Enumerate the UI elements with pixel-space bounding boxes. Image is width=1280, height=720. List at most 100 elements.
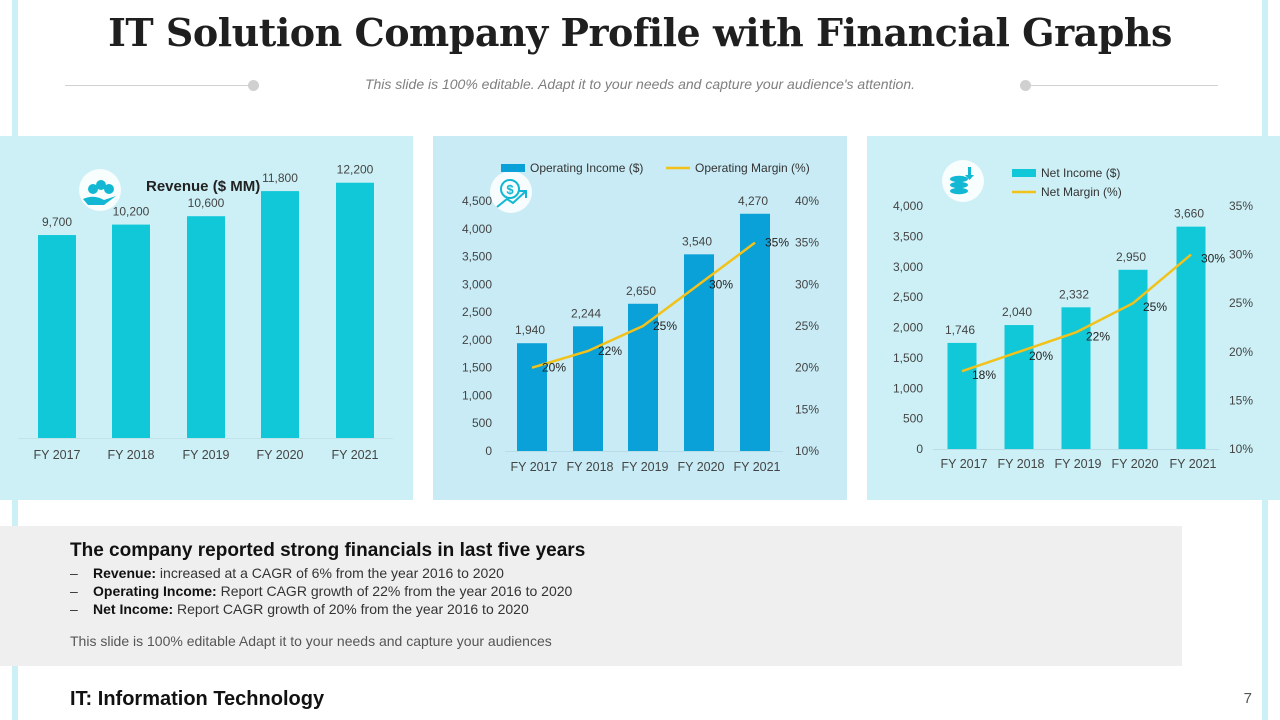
bullet-label: Revenue: xyxy=(93,565,157,581)
bullet-dash: – xyxy=(70,583,78,599)
legend-bar-swatch xyxy=(1012,169,1036,177)
line-value-label: 30% xyxy=(1201,252,1225,266)
y-tick-label: 2,000 xyxy=(893,321,923,335)
right-divider-dot xyxy=(1020,80,1031,91)
arrow-head-icon xyxy=(965,175,974,180)
bar-value-label: 3,660 xyxy=(1174,207,1204,221)
legend-bar-label: Net Income ($) xyxy=(1041,166,1120,180)
down-arrow-icon xyxy=(968,167,971,176)
x-tick-label: FY 2021 xyxy=(331,448,378,462)
bar-value-label: 2,244 xyxy=(571,306,601,320)
x-tick-label: FY 2020 xyxy=(677,460,724,474)
page-title: IT Solution Company Profile with Financi… xyxy=(108,10,1172,55)
legend-line-label: Net Margin (%) xyxy=(1041,185,1122,199)
x-tick-label: FY 2018 xyxy=(997,457,1044,471)
revenue-chart-panel: Revenue ($ MM) 9,700 FY 2017 10,200 FY 2018 1… xyxy=(0,136,413,500)
bar-value-label: 1,746 xyxy=(945,323,975,337)
bar-value-label: 2,040 xyxy=(1002,305,1032,319)
x-tick-label: FY 2020 xyxy=(1111,457,1158,471)
x-tick-label: FY 2017 xyxy=(33,448,80,462)
y2-tick-label: 15% xyxy=(1229,393,1253,407)
income-bar xyxy=(1061,307,1091,449)
bullet-dash: – xyxy=(70,601,78,617)
y-tick-label: 500 xyxy=(903,412,923,426)
dollar-sign-icon: $ xyxy=(506,182,514,197)
bar-value-label: 2,950 xyxy=(1116,250,1146,264)
y-tick-label: 2,500 xyxy=(462,305,492,319)
bar-value-label: 12,200 xyxy=(337,163,374,177)
bar-value-label: 1,940 xyxy=(515,323,545,337)
summary-heading: The company reported strong financials i… xyxy=(70,540,586,561)
income-bar xyxy=(947,342,977,449)
operating-income-chart: $ Operating Income ($) Operating Margin (%… xyxy=(462,161,819,474)
hand-icon xyxy=(83,196,116,205)
dollar-growth-icon xyxy=(500,179,520,199)
y2-tick-label: 25% xyxy=(795,319,819,333)
y-tick-label: 0 xyxy=(916,442,923,456)
x-tick-label: FY 2017 xyxy=(510,460,557,474)
margin-line xyxy=(961,253,1192,373)
y-tick-label: 3,500 xyxy=(462,250,492,264)
coin-icon xyxy=(950,181,968,189)
line-value-label: 22% xyxy=(598,344,622,358)
bar-value-label: 2,332 xyxy=(1059,287,1089,301)
footer-text: IT: Information Technology xyxy=(70,688,325,710)
y2-tick-label: 35% xyxy=(795,236,819,250)
x-tick-label: FY 2017 xyxy=(940,457,987,471)
bullet-label: Net Income: xyxy=(93,601,174,617)
x-tick-label: FY 2019 xyxy=(182,448,229,462)
line-value-label: 35% xyxy=(765,236,789,250)
line-value-label: 30% xyxy=(709,277,733,291)
bullet-text: Report CAGR growth of 22% from the year … xyxy=(216,583,573,599)
y2-tick-label: 25% xyxy=(1229,296,1253,310)
y-tick-label: 0 xyxy=(485,444,492,458)
coin-icon xyxy=(96,180,106,190)
y-tick-label: 1,000 xyxy=(462,388,492,402)
growth-arrow-icon xyxy=(496,190,527,208)
left-divider-dot xyxy=(248,80,259,91)
bar-value-label: 9,700 xyxy=(42,215,72,229)
x-tick-label: FY 2019 xyxy=(1054,457,1101,471)
margin-line xyxy=(531,241,756,369)
arrow-head-icon xyxy=(519,190,527,198)
y-tick-label: 500 xyxy=(472,416,492,430)
legend-bar-label: Operating Income ($) xyxy=(530,161,643,175)
y2-tick-label: 10% xyxy=(1229,442,1253,456)
icon-badge xyxy=(490,171,532,213)
y2-tick-label: 40% xyxy=(795,194,819,208)
page-subtitle: This slide is 100% editable. Adapt it to… xyxy=(364,76,916,92)
page-number: 7 xyxy=(1243,690,1252,707)
coin-icon xyxy=(104,184,114,194)
revenue-bar xyxy=(187,216,225,438)
y-tick-label: 3,000 xyxy=(893,260,923,274)
revenue-chart: Revenue ($ MM) 9,700 FY 2017 10,200 FY 2018 1… xyxy=(18,163,393,462)
revenue-bar xyxy=(336,182,374,438)
y-tick-label: 1,500 xyxy=(893,351,923,365)
summary-item-revenue: – Revenue: increased at a CAGR of 6% from… xyxy=(70,564,572,582)
line-value-label: 22% xyxy=(1086,329,1110,343)
summary-list: – Revenue: increased at a CAGR of 6% from… xyxy=(70,564,572,618)
bar-value-label: 11,800 xyxy=(262,171,298,185)
line-value-label: 25% xyxy=(653,319,677,333)
y2-tick-label: 20% xyxy=(795,361,819,375)
summary-box: The company reported strong financials i… xyxy=(0,526,1182,666)
bar-value-label: 4,270 xyxy=(738,194,768,208)
y-tick-label: 1,500 xyxy=(462,361,492,375)
line-value-label: 20% xyxy=(542,361,566,375)
y-tick-label: 3,500 xyxy=(893,229,923,243)
bar-value-label: 10,200 xyxy=(113,205,150,219)
bullet-label: Operating Income: xyxy=(93,583,217,599)
bar-value-label: 2,650 xyxy=(626,284,656,298)
y2-tick-label: 15% xyxy=(795,402,819,416)
bullet-text: Report CAGR growth of 20% from the year … xyxy=(173,601,529,617)
operating-income-chart-panel: $ Operating Income ($) Operating Margin (%… xyxy=(433,136,847,500)
y-tick-label: 2,500 xyxy=(893,290,923,304)
y2-tick-label: 30% xyxy=(1229,248,1253,262)
income-bar xyxy=(740,213,770,451)
income-bar xyxy=(684,254,714,451)
net-income-chart-panel: Net Income ($) Net Margin (%) 0 500 1,000 1,5… xyxy=(867,136,1280,500)
y-tick-label: 4,500 xyxy=(462,194,492,208)
money-hand-icon xyxy=(88,184,98,194)
net-income-chart: Net Income ($) Net Margin (%) 0 500 1,000 1,5… xyxy=(893,160,1253,471)
y-tick-label: 4,000 xyxy=(893,199,923,213)
